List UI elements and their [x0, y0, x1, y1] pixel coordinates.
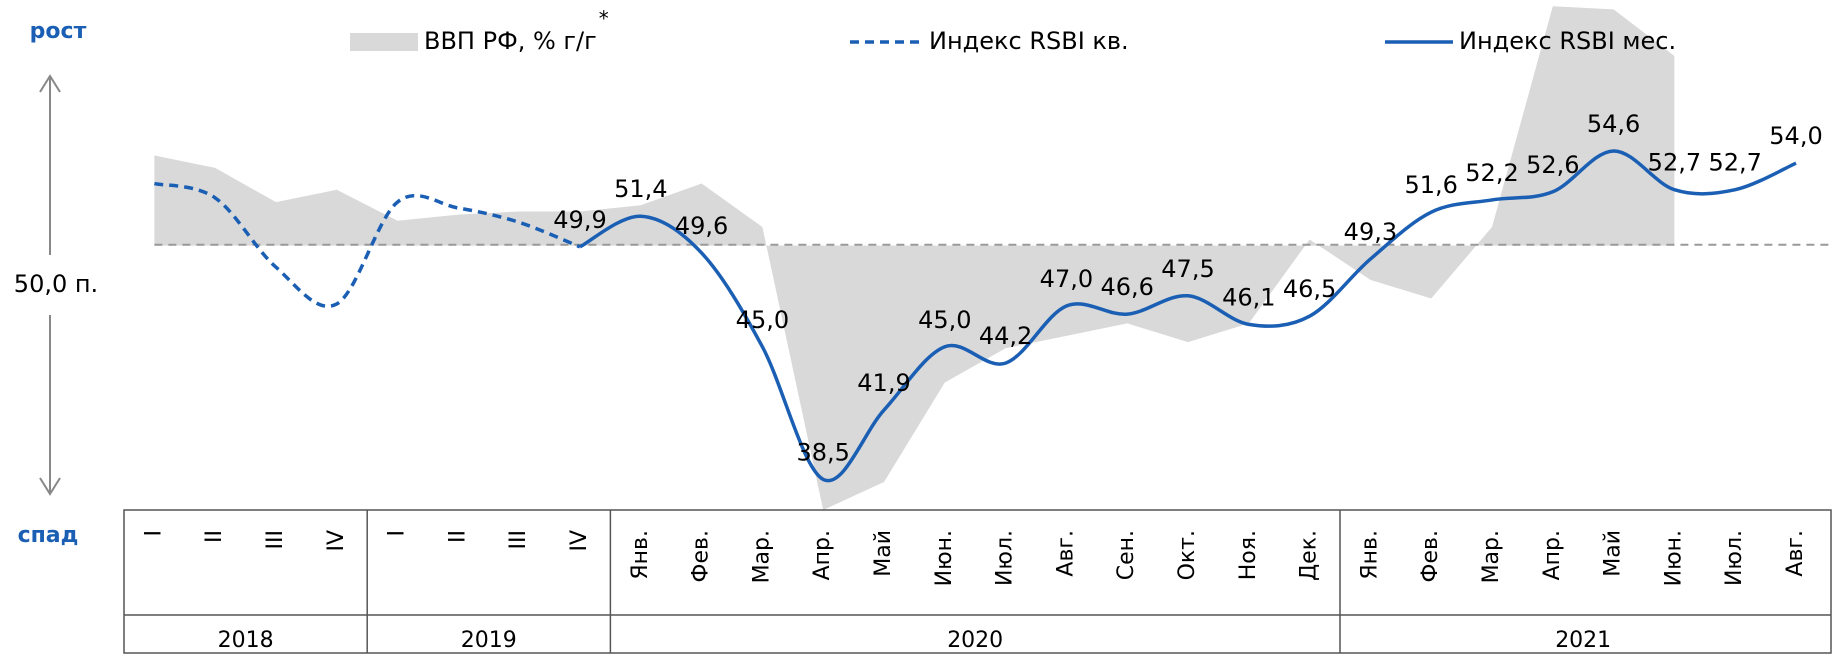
- value-label: 47,5: [1161, 255, 1214, 283]
- x-tick-label: Янв.: [1357, 530, 1382, 580]
- group-label: 2021: [1555, 628, 1611, 653]
- x-tick-label: III: [506, 530, 531, 549]
- x-tick-label: II: [445, 530, 470, 543]
- value-label: 54,6: [1587, 110, 1640, 138]
- x-tick-label: Дек.: [1297, 530, 1322, 581]
- group-label: 2018: [218, 628, 274, 653]
- up-label: рост: [30, 19, 87, 44]
- x-tick-label: Окт.: [1175, 530, 1200, 580]
- value-label: 52,6: [1526, 151, 1579, 179]
- legend-swatch: [350, 33, 418, 51]
- value-label: 46,6: [1100, 273, 1153, 301]
- group-label: 2019: [461, 628, 517, 653]
- baseline-label: 50,0 п.: [14, 270, 98, 298]
- value-label: 52,7: [1708, 149, 1761, 177]
- down-label: спад: [18, 523, 79, 548]
- x-tick-label: III: [263, 530, 288, 549]
- legend-label: ВВП РФ, % г/г: [424, 27, 597, 55]
- x-tick-label: I: [141, 530, 166, 537]
- value-label: 44,2: [979, 322, 1032, 350]
- x-tick-label: Ноя.: [1236, 530, 1261, 580]
- x-tick-label: Июл.: [1722, 530, 1747, 586]
- x-tick-label: Мар.: [1479, 530, 1504, 583]
- rsbi-monthly-line: [579, 149, 1797, 483]
- gdp-area: [154, 6, 1675, 510]
- x-tick-label: Май: [1601, 530, 1626, 577]
- x-tick-label: Апр.: [1540, 530, 1565, 580]
- value-label: 45,0: [736, 306, 789, 334]
- value-label: 46,1: [1222, 283, 1275, 311]
- group-label: 2020: [947, 628, 1003, 653]
- x-tick-label: I: [385, 530, 410, 537]
- table-border: [123, 509, 1832, 654]
- legend-label: Индекс RSBI мес.: [1459, 27, 1676, 55]
- value-label: 45,0: [918, 306, 971, 334]
- x-tick-label: Фев.: [1418, 530, 1443, 582]
- x-tick-label: Янв.: [628, 530, 653, 580]
- value-label: 46,5: [1283, 275, 1336, 303]
- x-tick-label: II: [202, 530, 227, 543]
- x-tick-label: Июл.: [993, 530, 1018, 586]
- value-label: 49,6: [675, 212, 728, 240]
- value-label: 38,5: [796, 438, 849, 466]
- value-label: 47,0: [1040, 265, 1093, 293]
- value-label: 41,9: [857, 369, 910, 397]
- x-tick-label: IV: [324, 530, 349, 552]
- x-tick-label: Май: [871, 530, 896, 577]
- x-tick-label: Авг.: [1053, 530, 1078, 577]
- axis-table: [123, 509, 1832, 654]
- value-label: 49,3: [1344, 218, 1397, 246]
- x-tick-label: Апр.: [810, 530, 835, 580]
- value-label: 49,9: [553, 206, 606, 234]
- legend-note: *: [599, 7, 609, 31]
- value-label: 51,6: [1404, 171, 1457, 199]
- value-label: 52,2: [1465, 159, 1518, 187]
- arrows: [39, 74, 61, 496]
- x-tick-label: Сен.: [1114, 530, 1139, 580]
- x-tick-label: Июн.: [1661, 530, 1686, 586]
- x-tick-label: Июн.: [932, 530, 957, 586]
- value-label: 51,4: [614, 175, 667, 203]
- x-tick-label: Авг.: [1783, 530, 1808, 577]
- x-tick-label: Мар.: [749, 530, 774, 583]
- rsbi-quarterly-line: [154, 181, 581, 308]
- x-tick-label: IV: [567, 530, 592, 552]
- x-tick-label: Фев.: [689, 530, 714, 582]
- legend-label: Индекс RSBI кв.: [929, 27, 1129, 55]
- value-label: 54,0: [1769, 122, 1822, 150]
- value-label: 52,7: [1648, 149, 1701, 177]
